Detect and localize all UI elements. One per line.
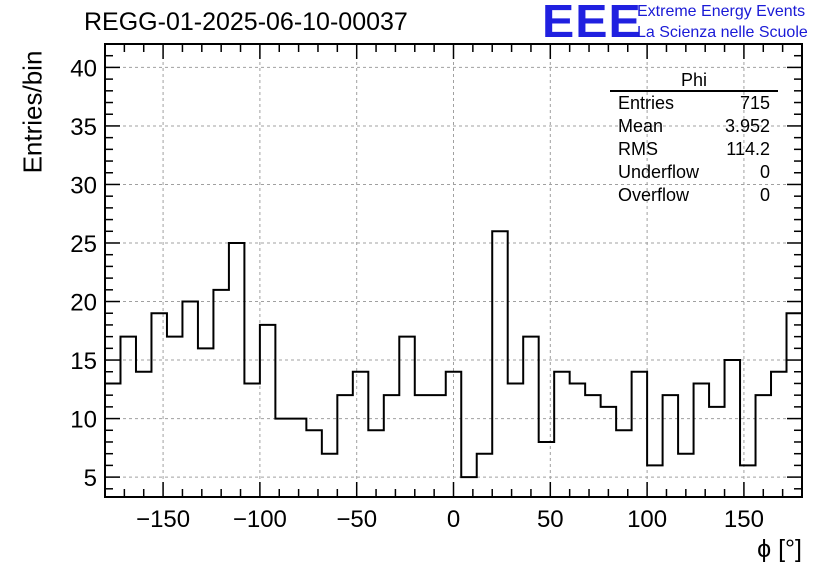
y-tick-label: 35 <box>70 114 97 141</box>
stats-row-mean: Mean 3.952 <box>610 115 778 138</box>
y-tick-label: 20 <box>70 290 97 317</box>
stats-value: 715 <box>739 93 770 113</box>
stats-label: RMS <box>618 139 658 159</box>
stats-row-rms: RMS 114.2 <box>610 138 778 161</box>
histogram-line <box>105 230 802 479</box>
stats-label: Overflow <box>618 185 690 205</box>
stats-value: 3.952 <box>724 116 770 136</box>
x-tick-label: 100 <box>627 506 667 533</box>
y-axis-label: Entries/bin <box>17 50 48 174</box>
stats-value: 0 <box>759 185 770 205</box>
y-tick-label: 25 <box>70 231 97 258</box>
stats-row-entries: Entries 715 <box>610 92 778 115</box>
stats-label: Entries <box>618 93 675 113</box>
logo-line-1: Extreme Energy Events <box>637 3 806 20</box>
y-tick-label: 15 <box>70 348 97 375</box>
y-tick-label: 10 <box>70 407 97 434</box>
stats-box: Phi Entries 715 Mean 3.952 RMS 114.2 Und… <box>610 70 778 207</box>
y-tick-label: 40 <box>70 55 97 82</box>
stats-value: 114.2 <box>726 139 770 159</box>
x-tick-label: −50 <box>336 506 377 533</box>
stats-value: 0 <box>759 162 770 182</box>
y-tick-label: 5 <box>84 465 97 492</box>
stats-row-underflow: Underflow 0 <box>610 161 778 184</box>
x-tick-label: −150 <box>136 506 190 533</box>
stats-row-overflow: Overflow 0 <box>610 184 778 207</box>
x-tick-label: 150 <box>724 506 764 533</box>
x-tick-label: −100 <box>233 506 287 533</box>
x-tick-label: 0 <box>447 506 460 533</box>
stats-label: Underflow <box>618 162 700 182</box>
stats-label: Mean <box>618 116 664 136</box>
x-axis-label: ϕ [°] <box>757 535 802 563</box>
eee-logo: EEE <box>542 0 642 47</box>
stats-title: Phi <box>610 70 778 92</box>
y-tick-label: 30 <box>70 172 97 199</box>
chart-title: REGG-01-2025-06-10-00037 <box>84 8 408 36</box>
logo-line-2: La Scienza nelle Scuole <box>637 24 808 41</box>
x-tick-label: 50 <box>537 506 564 533</box>
